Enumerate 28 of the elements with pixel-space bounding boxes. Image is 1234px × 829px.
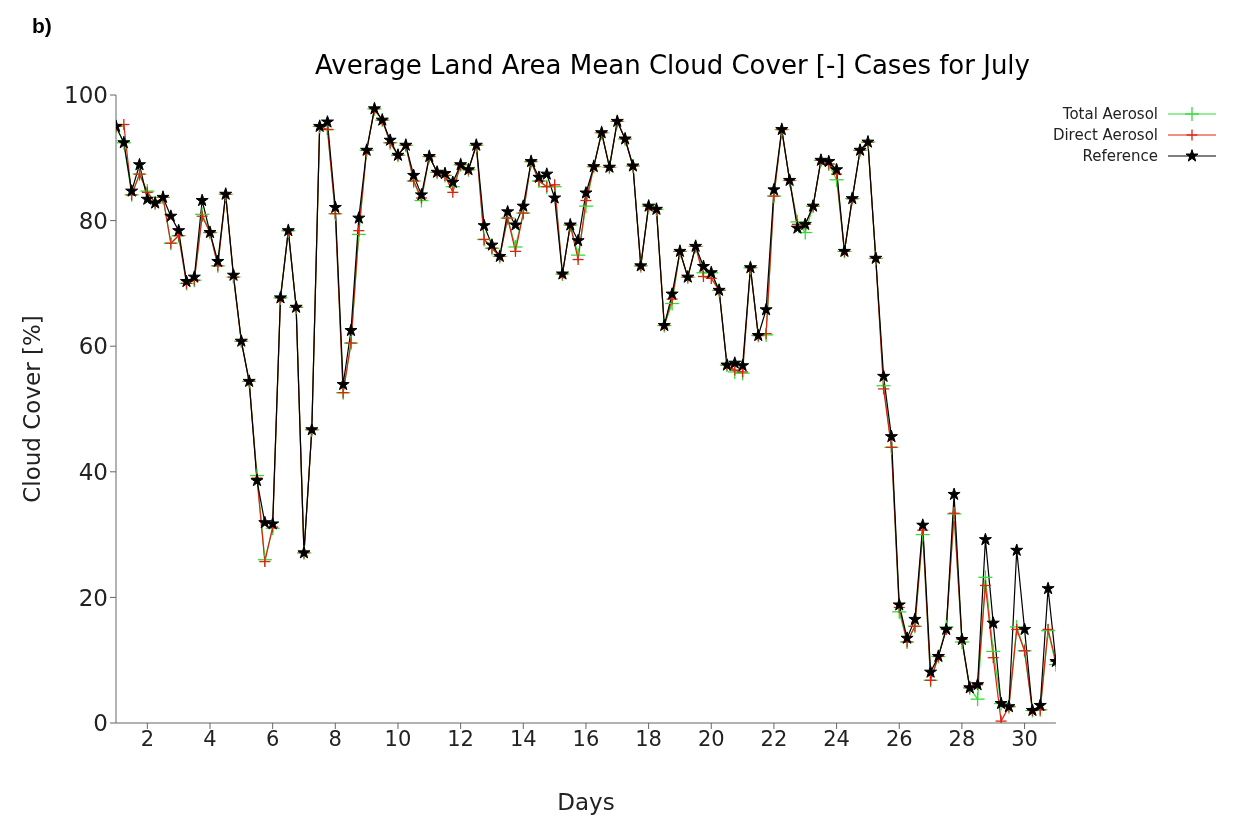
x-tick-label: 10	[384, 726, 412, 751]
x-tick-label: 14	[509, 726, 537, 751]
x-tick-label: 18	[635, 726, 662, 751]
y-tick-label: 60	[78, 333, 108, 360]
x-tick-label: 8	[328, 726, 342, 751]
y-tick-label: 100	[64, 82, 108, 109]
legend-label: Total Aerosol	[1062, 104, 1158, 123]
x-tick-label: 4	[203, 726, 217, 751]
text: b)	[32, 14, 52, 38]
y-tick-label: 0	[93, 710, 108, 737]
legend-label: Reference	[1082, 146, 1158, 165]
y-tick-label: 80	[78, 207, 108, 234]
x-tick-label: 30	[1011, 726, 1038, 751]
x-tick-label: 28	[948, 726, 976, 751]
y-axis-title: Cloud Cover [%]	[19, 315, 46, 503]
chart-title: Average Land Area Mean Cloud Cover [-] Cases for July	[314, 50, 1031, 80]
x-tick-label: 22	[760, 726, 788, 751]
x-tick-label: 24	[823, 726, 850, 751]
x-tick-label: 6	[265, 726, 280, 751]
y-tick-label: 20	[78, 584, 108, 611]
x-tick-label: 12	[447, 726, 474, 751]
x-tick-label: 2	[140, 726, 155, 751]
y-tick-label: 40	[78, 458, 108, 485]
x-tick-label: 16	[572, 726, 600, 751]
x-axis-title: Days	[557, 789, 615, 815]
x-tick-label: 26	[885, 726, 913, 751]
legend-label: Direct Aerosol	[1052, 125, 1158, 144]
x-tick-label: 20	[697, 726, 725, 751]
